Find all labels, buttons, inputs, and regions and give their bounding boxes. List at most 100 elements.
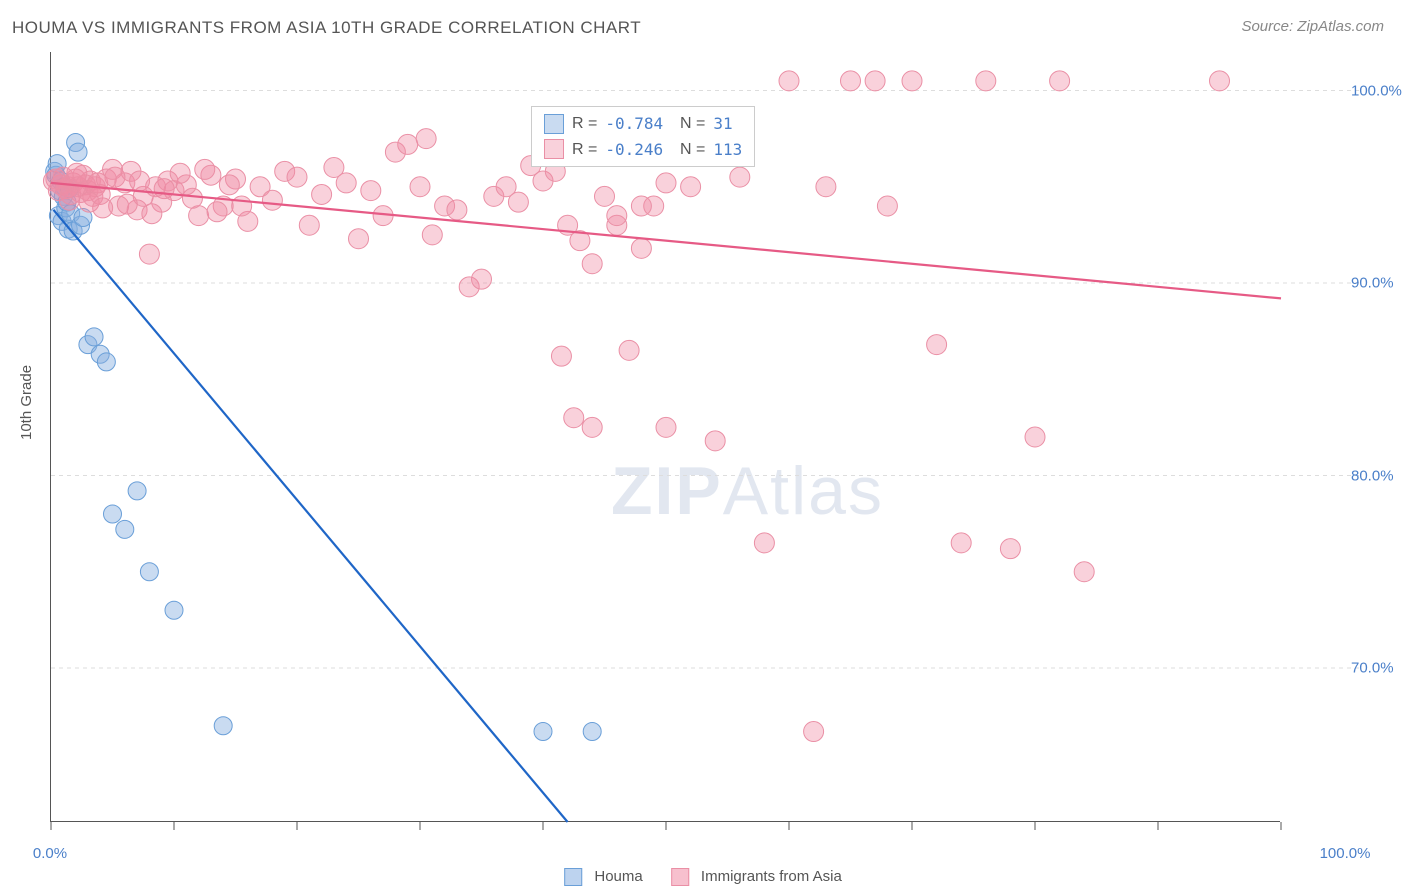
scatter-point (262, 190, 282, 210)
scatter-point (1074, 562, 1094, 582)
scatter-point (207, 202, 227, 222)
y-tick-label: 100.0% (1351, 82, 1402, 99)
scatter-point (182, 188, 202, 208)
scatter-point (422, 225, 442, 245)
scatter-point (447, 200, 467, 220)
stats-r-label: R = (572, 111, 597, 137)
stats-r-value-asia: -0.246 (605, 137, 663, 163)
scatter-point (865, 71, 885, 91)
scatter-point (976, 71, 996, 91)
scatter-point (631, 196, 651, 216)
scatter-point (1025, 427, 1045, 447)
scatter-point (1000, 539, 1020, 559)
stats-n-label: N = (671, 111, 705, 137)
stats-n-value-asia: 113 (713, 137, 742, 163)
x-tick-label-0: 0.0% (33, 845, 67, 862)
source-attribution: Source: ZipAtlas.com (1241, 18, 1384, 35)
scatter-point (902, 71, 922, 91)
scatter-point (165, 601, 183, 619)
scatter-point (410, 177, 430, 197)
scatter-point (508, 192, 528, 212)
scatter-point (927, 335, 947, 355)
scatter-point (841, 71, 861, 91)
scatter-point (140, 563, 158, 581)
scatter-point (754, 533, 774, 553)
scatter-point (681, 177, 701, 197)
scatter-point (1050, 71, 1070, 91)
scatter-point (398, 134, 418, 154)
legend-item-houma: Houma (564, 868, 643, 886)
legend-label-asia: Immigrants from Asia (701, 868, 842, 885)
scatter-point (154, 179, 174, 199)
legend-swatch-houma (564, 868, 582, 886)
scatter-point (128, 482, 146, 500)
scatter-point (564, 408, 584, 428)
chart-title: HOUMA VS IMMIGRANTS FROM ASIA 10TH GRADE… (12, 18, 641, 38)
scatter-point (551, 346, 571, 366)
plot-area: ZIPAtlas R = -0.784 N = 31 R = -0.246 N … (50, 52, 1280, 822)
scatter-point (877, 196, 897, 216)
scatter-point (534, 723, 552, 741)
scatter-point (97, 353, 115, 371)
x-tick-label-100: 100.0% (1320, 845, 1371, 862)
scatter-point (416, 129, 436, 149)
stats-row-asia: R = -0.246 N = 113 (544, 137, 742, 163)
scatter-point (69, 143, 87, 161)
scatter-point (214, 717, 232, 735)
y-tick-label: 90.0% (1351, 275, 1394, 292)
scatter-point (139, 244, 159, 264)
trend-line (51, 183, 1281, 299)
scatter-point (583, 723, 601, 741)
scatter-point (607, 206, 627, 226)
scatter-point (287, 167, 307, 187)
scatter-point (361, 181, 381, 201)
stats-swatch-asia (544, 139, 564, 159)
y-tick-label: 80.0% (1351, 467, 1394, 484)
scatter-point (170, 163, 190, 183)
scatter-point (336, 173, 356, 193)
chart-svg (51, 52, 1281, 822)
scatter-point (195, 159, 215, 179)
legend-item-asia: Immigrants from Asia (671, 868, 842, 886)
stats-swatch-houma (544, 114, 564, 134)
scatter-point (85, 328, 103, 346)
scatter-point (312, 184, 332, 204)
scatter-point (656, 173, 676, 193)
y-axis-label: 10th Grade (18, 365, 35, 440)
scatter-point (1210, 71, 1230, 91)
scatter-point (705, 431, 725, 451)
scatter-point (816, 177, 836, 197)
stats-n-value-houma: 31 (713, 111, 732, 137)
scatter-point (130, 171, 150, 191)
scatter-point (730, 167, 750, 187)
legend-swatch-asia (671, 868, 689, 886)
scatter-point (59, 190, 79, 210)
scatter-point (67, 163, 87, 183)
scatter-point (299, 215, 319, 235)
stats-r-label: R = (572, 137, 597, 163)
scatter-point (472, 269, 492, 289)
scatter-point (232, 196, 252, 216)
scatter-point (804, 722, 824, 742)
scatter-point (631, 238, 651, 258)
scatter-point (656, 417, 676, 437)
scatter-point (595, 186, 615, 206)
scatter-point (582, 254, 602, 274)
correlation-stats-box: R = -0.784 N = 31 R = -0.246 N = 113 (531, 106, 755, 167)
scatter-point (779, 71, 799, 91)
scatter-point (619, 340, 639, 360)
scatter-point (93, 198, 113, 218)
stats-row-houma: R = -0.784 N = 31 (544, 111, 742, 137)
stats-n-label: N = (671, 137, 705, 163)
scatter-point (951, 533, 971, 553)
scatter-point (116, 520, 134, 538)
trend-line (53, 210, 567, 822)
stats-r-value-houma: -0.784 (605, 111, 663, 137)
y-tick-label: 70.0% (1351, 660, 1394, 677)
legend-label-houma: Houma (594, 868, 642, 885)
scatter-point (349, 229, 369, 249)
scatter-point (105, 167, 125, 187)
scatter-point (117, 194, 137, 214)
scatter-point (582, 417, 602, 437)
legend: Houma Immigrants from Asia (564, 868, 842, 886)
